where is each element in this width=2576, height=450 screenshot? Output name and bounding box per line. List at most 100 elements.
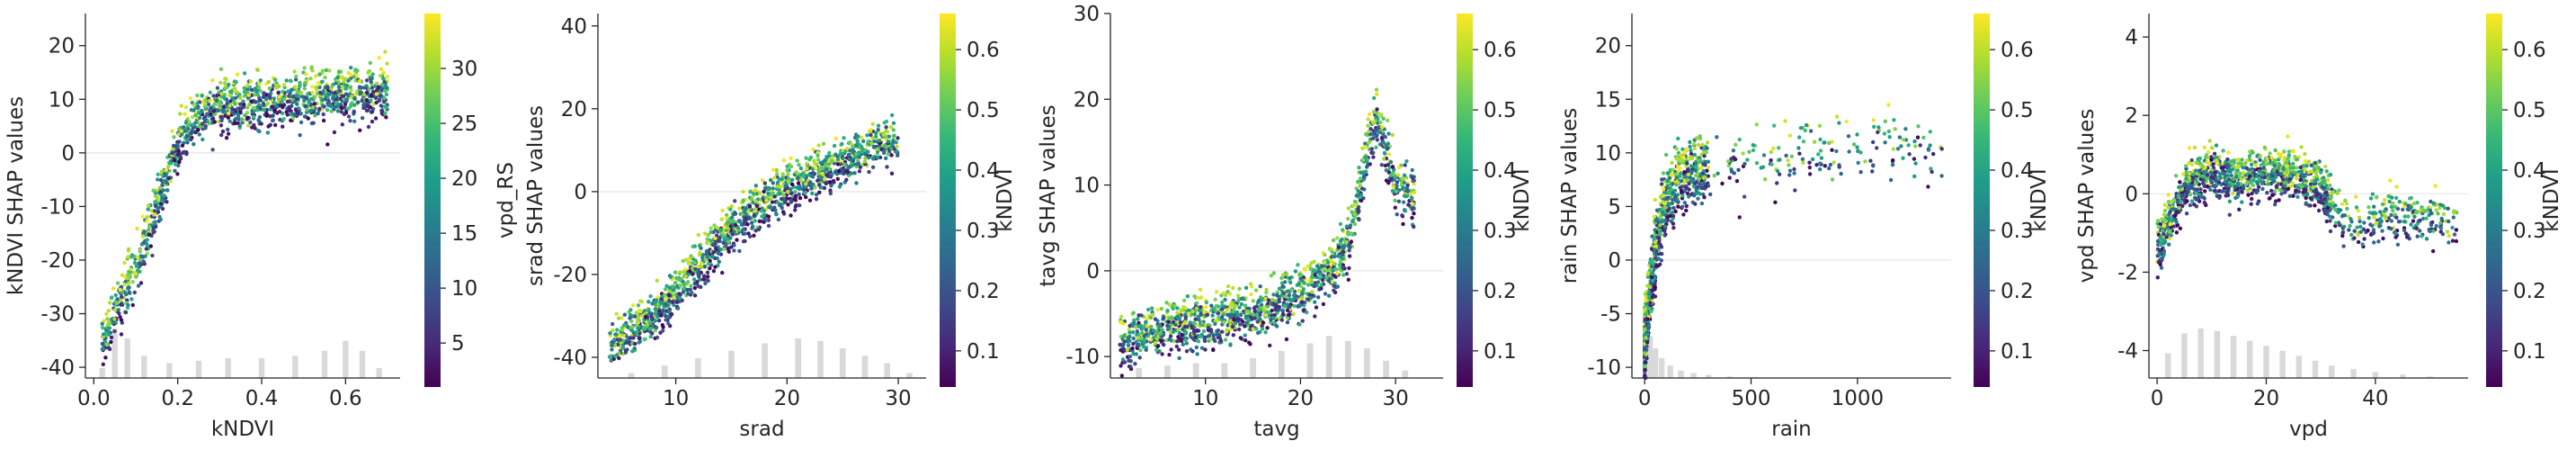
data-point <box>1820 156 1823 159</box>
data-point <box>1319 286 1323 290</box>
data-point <box>1231 325 1235 328</box>
data-point <box>163 172 166 176</box>
data-point <box>1346 217 1350 220</box>
data-point <box>1208 334 1211 338</box>
data-point <box>175 172 179 176</box>
data-point <box>245 87 249 91</box>
data-point <box>1769 150 1773 154</box>
data-point <box>1181 333 1184 337</box>
data-point <box>777 218 780 221</box>
data-point <box>1736 168 1740 172</box>
y-tick-label: 0 <box>1086 260 1100 284</box>
data-point <box>238 103 242 106</box>
data-point <box>1237 305 1241 309</box>
data-point <box>648 311 652 315</box>
data-point <box>381 71 385 75</box>
data-point <box>1788 169 1792 173</box>
data-point <box>760 209 763 212</box>
data-point <box>702 274 706 277</box>
data-point <box>1720 182 1724 185</box>
data-point <box>274 83 278 86</box>
data-point <box>340 110 343 113</box>
data-point <box>1698 158 1702 162</box>
data-point <box>1802 140 1805 143</box>
data-point <box>204 124 208 128</box>
data-point <box>1375 93 1378 96</box>
data-point <box>1333 255 1336 258</box>
data-point <box>1320 265 1324 268</box>
data-point <box>270 104 273 108</box>
data-point <box>753 213 756 217</box>
data-point <box>178 112 182 115</box>
data-point <box>637 340 641 344</box>
data-point <box>172 135 175 139</box>
data-point <box>1172 330 1175 334</box>
data-point <box>655 336 659 339</box>
data-point <box>1777 146 1780 149</box>
data-point <box>1134 325 1137 328</box>
data-point <box>1688 145 1691 148</box>
data-point <box>282 83 286 86</box>
data-point <box>672 288 675 292</box>
data-point <box>896 136 899 140</box>
data-point <box>321 69 325 73</box>
data-point <box>1335 272 1339 275</box>
data-point <box>129 297 133 301</box>
data-point <box>225 136 228 140</box>
data-point <box>767 214 771 218</box>
data-point <box>359 91 362 94</box>
data-point <box>336 76 340 79</box>
data-point <box>120 332 123 336</box>
data-point <box>117 311 120 315</box>
data-point <box>794 198 798 202</box>
data-point <box>794 204 798 208</box>
data-point <box>1327 279 1331 283</box>
data-point <box>1801 158 1805 161</box>
data-point <box>167 161 171 165</box>
data-point <box>310 66 314 69</box>
data-point <box>771 168 775 172</box>
data-point <box>358 79 361 83</box>
data-point <box>845 147 849 150</box>
data-point <box>317 82 321 86</box>
data-point <box>755 204 759 208</box>
data-point <box>1837 121 1841 124</box>
data-point <box>1255 304 1259 308</box>
data-point <box>1278 300 1281 303</box>
data-point <box>804 182 807 185</box>
data-point <box>323 76 326 79</box>
data-point <box>1738 215 1742 219</box>
data-point <box>1387 152 1391 156</box>
data-point <box>1680 191 1683 194</box>
data-point <box>134 274 138 278</box>
data-point <box>1692 142 1696 146</box>
data-point <box>655 326 658 329</box>
data-point <box>1883 140 1886 144</box>
data-point <box>1228 292 1232 295</box>
data-point <box>817 183 821 186</box>
data-point <box>264 114 268 118</box>
data-point <box>793 190 797 194</box>
data-point <box>1775 181 1778 184</box>
data-point <box>1119 320 1122 324</box>
data-point <box>1411 179 1414 183</box>
data-point <box>114 293 118 297</box>
data-point <box>1659 215 1662 219</box>
data-point <box>1333 291 1337 294</box>
data-point <box>657 319 661 322</box>
data-point <box>649 315 653 319</box>
data-point <box>713 237 717 240</box>
histogram-bar <box>141 356 147 378</box>
data-point <box>1760 166 1763 169</box>
data-point <box>1827 166 1831 170</box>
data-point <box>327 99 331 103</box>
data-point <box>217 109 220 112</box>
data-point <box>1732 148 1735 152</box>
data-point <box>1656 256 1660 260</box>
data-point <box>1292 293 1296 297</box>
data-point <box>292 69 296 73</box>
data-point <box>789 198 793 202</box>
data-point <box>190 108 193 112</box>
data-point <box>1813 140 1816 144</box>
